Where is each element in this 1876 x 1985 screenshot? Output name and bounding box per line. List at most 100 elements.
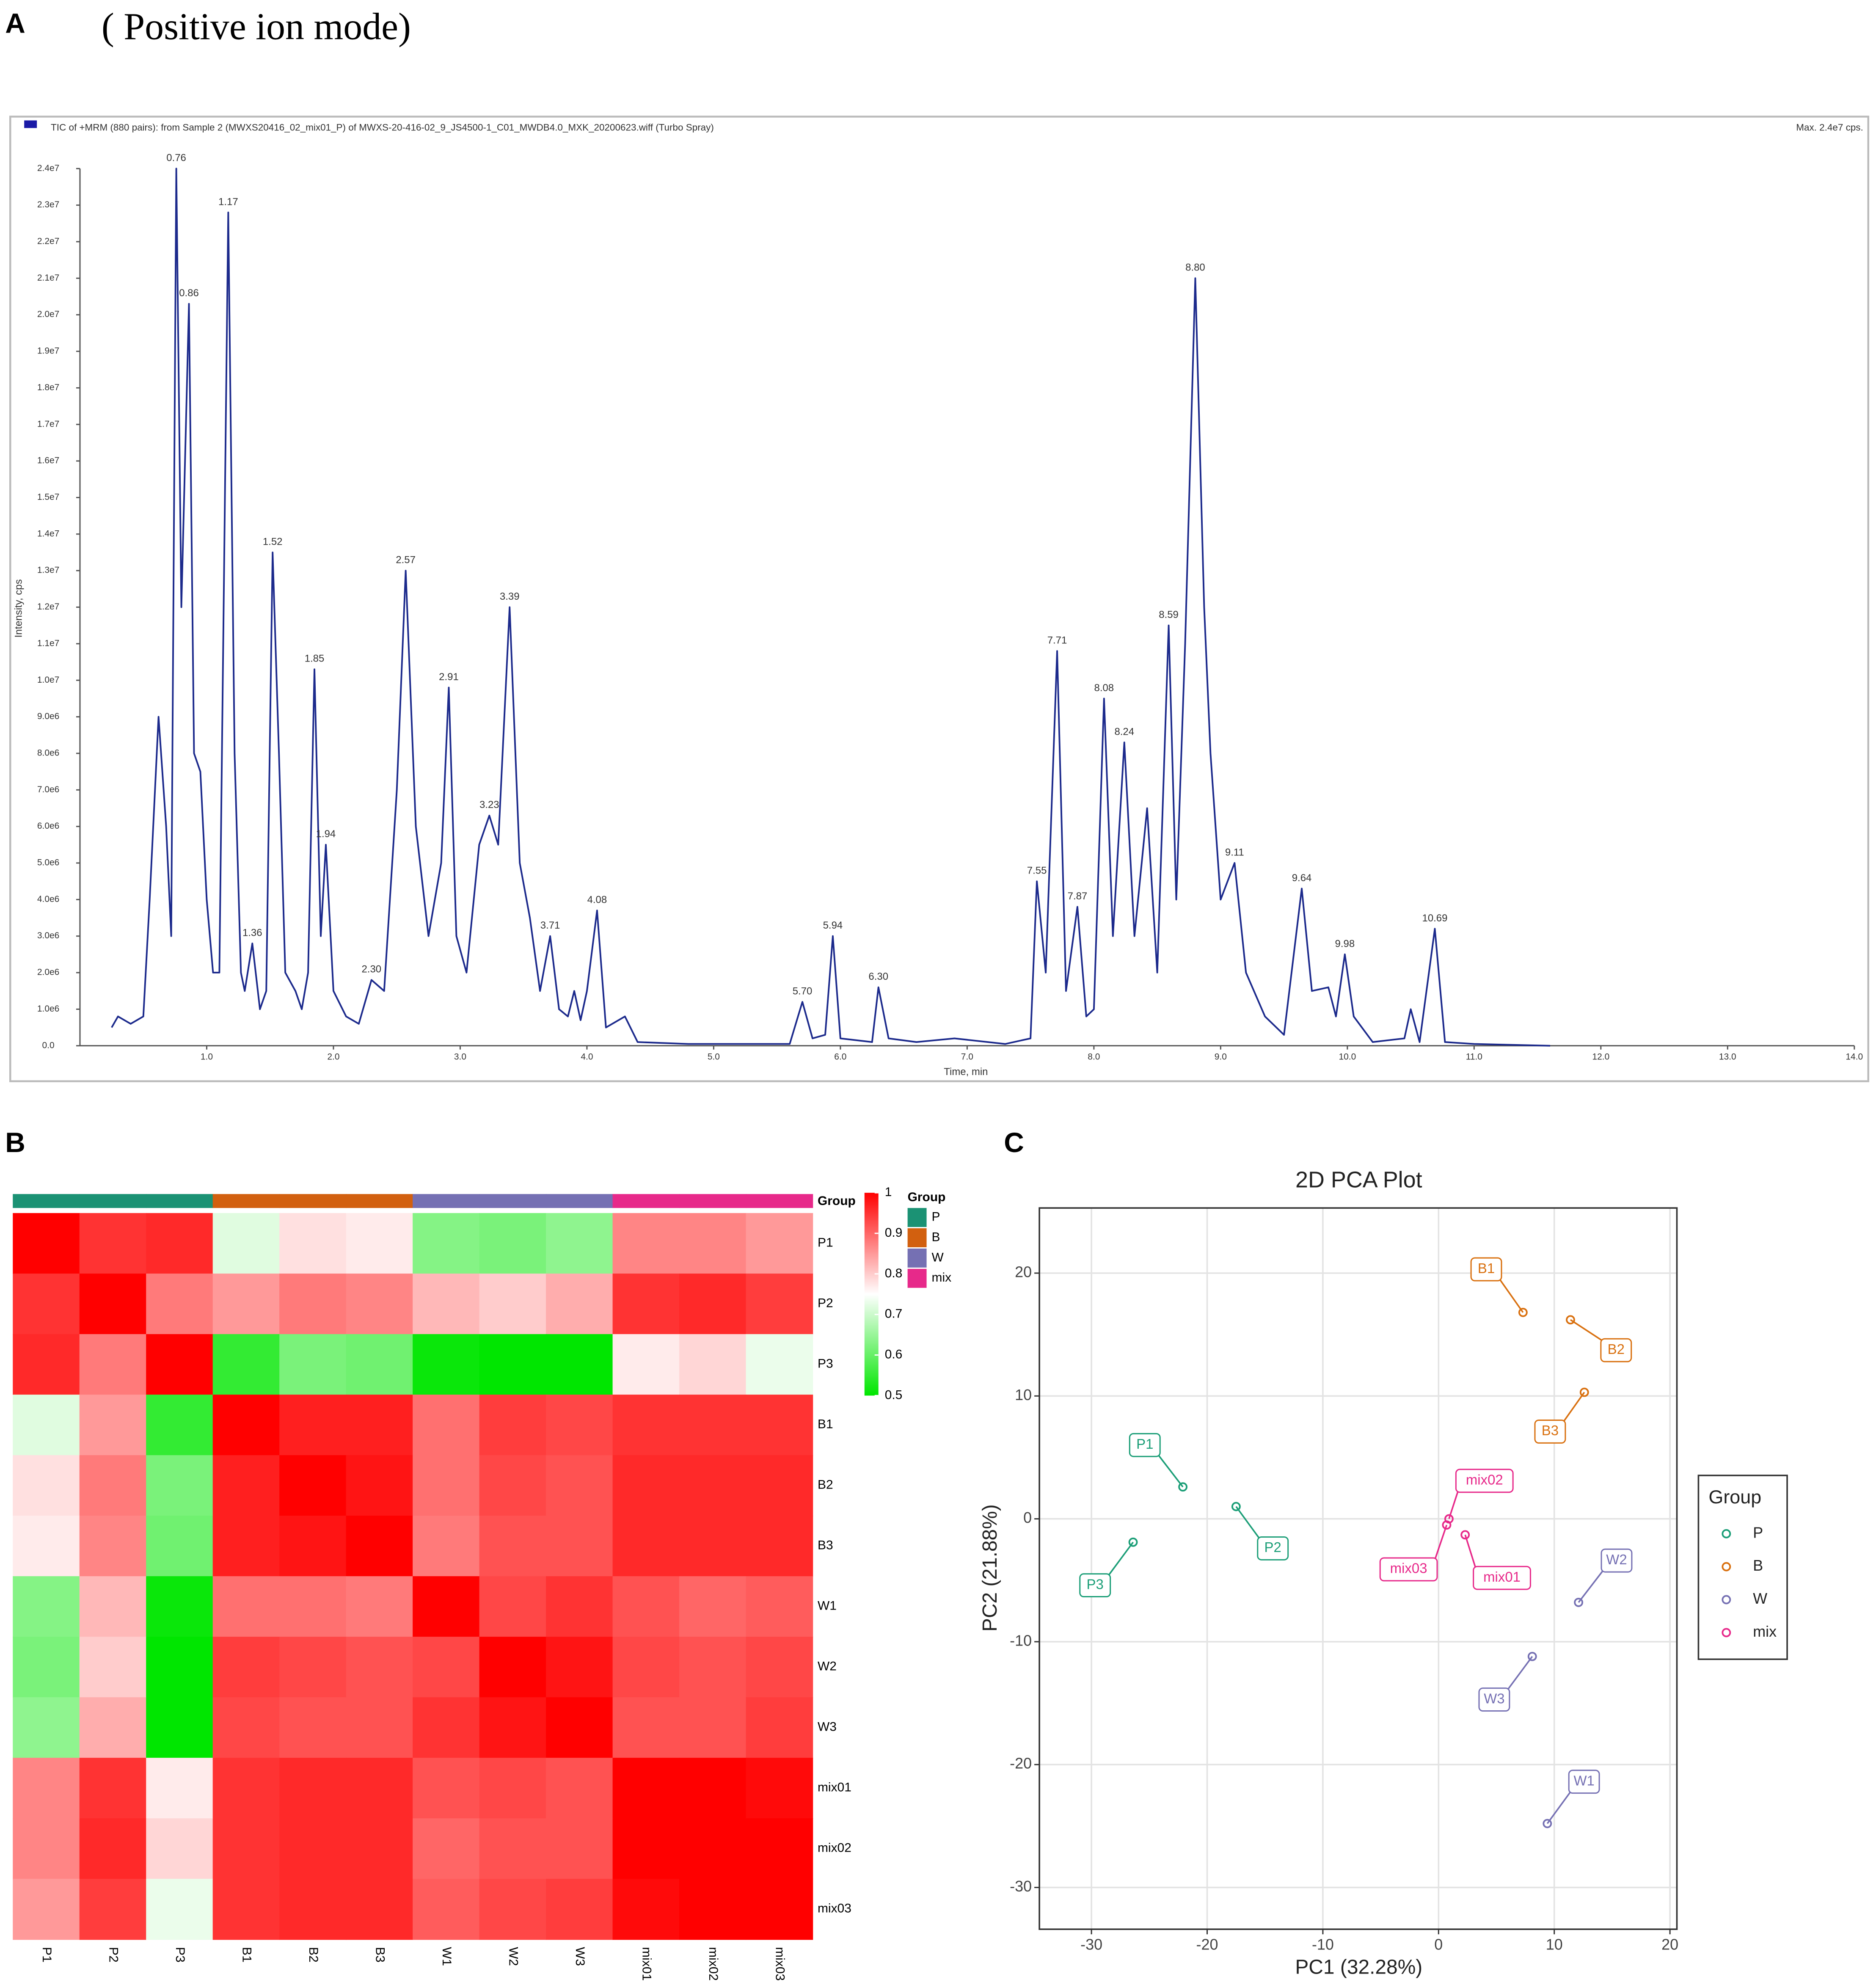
point-label: P1 xyxy=(1136,1436,1153,1452)
heatmap-cell xyxy=(146,1758,213,1819)
peak-label: 1.94 xyxy=(316,828,336,840)
max-note: Max. 2.4e7 cps. xyxy=(1796,122,1863,132)
label-connector xyxy=(1464,1534,1477,1569)
heatmap-cell xyxy=(79,1334,147,1395)
legend-label: B xyxy=(1753,1557,1763,1574)
x-tick-label: 13.0 xyxy=(1719,1052,1736,1061)
heatmap-cell xyxy=(679,1516,747,1577)
heatmap-cell xyxy=(279,1818,347,1880)
chart-title: 2D PCA Plot xyxy=(1295,1167,1422,1192)
heatmap-cell xyxy=(279,1637,347,1698)
heatmap-cell xyxy=(346,1758,413,1819)
peak-label: 7.71 xyxy=(1047,635,1067,646)
peak-label: 3.39 xyxy=(500,591,520,602)
heatmap-cell xyxy=(746,1334,813,1395)
heatmap-cell xyxy=(413,1637,480,1698)
y-axis-label: PC2 (21.88%) xyxy=(979,1504,1001,1632)
heatmap-cell xyxy=(146,1274,213,1335)
y-tick-label: 2.0e6 xyxy=(37,968,59,977)
heatmap-cell xyxy=(279,1455,347,1516)
heatmap-cell xyxy=(679,1455,747,1516)
y-tick-label: 1.2e7 xyxy=(37,602,59,612)
y-tick-label: 10 xyxy=(1015,1386,1032,1403)
heatmap-cell xyxy=(612,1455,680,1516)
row-label: B3 xyxy=(818,1538,833,1552)
y-tick-label: 6.0e6 xyxy=(37,821,59,831)
legend-label: W xyxy=(932,1250,944,1264)
heatmap-cell xyxy=(13,1879,80,1940)
heatmap-cell xyxy=(546,1395,613,1456)
y-tick-label: 7.0e6 xyxy=(37,785,59,794)
x-tick-label: -10 xyxy=(1312,1936,1334,1953)
point xyxy=(1566,1315,1575,1325)
x-tick-label: 10 xyxy=(1546,1936,1563,1953)
heatmap-cell xyxy=(146,1576,213,1638)
group-bar xyxy=(13,1194,80,1208)
point xyxy=(1128,1537,1138,1547)
x-tick-label: 4.0 xyxy=(581,1052,593,1061)
heatmap-cell xyxy=(546,1274,613,1335)
heatmap-cell xyxy=(479,1818,547,1880)
group-bar xyxy=(679,1194,747,1208)
group-bar xyxy=(479,1194,547,1208)
legend-marker xyxy=(1722,1529,1731,1538)
heatmap-cell xyxy=(13,1395,80,1456)
heatmap-cell xyxy=(546,1697,613,1759)
peak-label: 2.30 xyxy=(361,964,381,975)
point xyxy=(1543,1819,1552,1828)
heading: ( Positive ion mode) xyxy=(102,6,411,48)
row-label: W3 xyxy=(818,1720,837,1734)
x-tick-label: 2.0 xyxy=(327,1052,339,1061)
group-bar xyxy=(746,1194,813,1208)
heatmap-cell xyxy=(746,1879,813,1940)
heatmap-cell xyxy=(346,1637,413,1698)
heatmap-cell xyxy=(612,1879,680,1940)
heatmap-cell xyxy=(546,1516,613,1577)
heatmap-cell xyxy=(479,1697,547,1759)
heatmap-cell xyxy=(279,1274,347,1335)
x-tick-label: -30 xyxy=(1080,1936,1102,1953)
point-label: P2 xyxy=(1264,1539,1281,1555)
row-label: W1 xyxy=(818,1599,837,1613)
label-box xyxy=(1257,1536,1289,1560)
y-tick-label: -10 xyxy=(1010,1632,1032,1649)
legend-label: mix xyxy=(1753,1623,1777,1640)
label-box xyxy=(1601,1548,1633,1573)
legend-swatch xyxy=(907,1268,927,1288)
y-tick-label: 2.0e7 xyxy=(37,309,59,319)
heatmap-cell xyxy=(146,1697,213,1759)
peak-label: 5.70 xyxy=(793,986,813,997)
legend-swatch xyxy=(907,1248,927,1268)
heatmap-cell xyxy=(413,1697,480,1759)
legend-swatch xyxy=(24,120,37,128)
legend-marker xyxy=(1722,1595,1731,1605)
colorbar-label: 1 xyxy=(885,1185,892,1199)
legend-swatch xyxy=(907,1228,927,1247)
heatmap-cell xyxy=(546,1455,613,1516)
heatmap-cell xyxy=(212,1334,280,1395)
label-box xyxy=(1470,1257,1502,1282)
panel-label: B xyxy=(5,1127,25,1158)
heatmap-cell xyxy=(279,1334,347,1395)
x-tick-label: 10.0 xyxy=(1339,1052,1356,1061)
label-box xyxy=(1455,1469,1514,1493)
peak-label: 8.80 xyxy=(1185,262,1205,273)
heatmap-cell xyxy=(546,1576,613,1638)
x-axis-label: PC1 (32.28%) xyxy=(1295,1956,1422,1979)
heatmap-cell xyxy=(479,1758,547,1819)
row-label: P3 xyxy=(818,1357,833,1371)
heatmap-cell xyxy=(612,1697,680,1759)
y-tick-label: 0 xyxy=(1023,1509,1032,1526)
heatmap-cell xyxy=(413,1334,480,1395)
x-axis-label: Time, min xyxy=(944,1066,988,1078)
column-label: P2 xyxy=(107,1947,121,1963)
y-tick-label: 9.0e6 xyxy=(37,711,59,721)
heatmap-cell xyxy=(346,1818,413,1880)
heatmap-cell xyxy=(546,1334,613,1395)
heatmap-cell xyxy=(212,1274,280,1335)
label-box xyxy=(1379,1557,1438,1582)
group-bar xyxy=(146,1194,213,1208)
x-tick-label: -20 xyxy=(1196,1936,1218,1953)
